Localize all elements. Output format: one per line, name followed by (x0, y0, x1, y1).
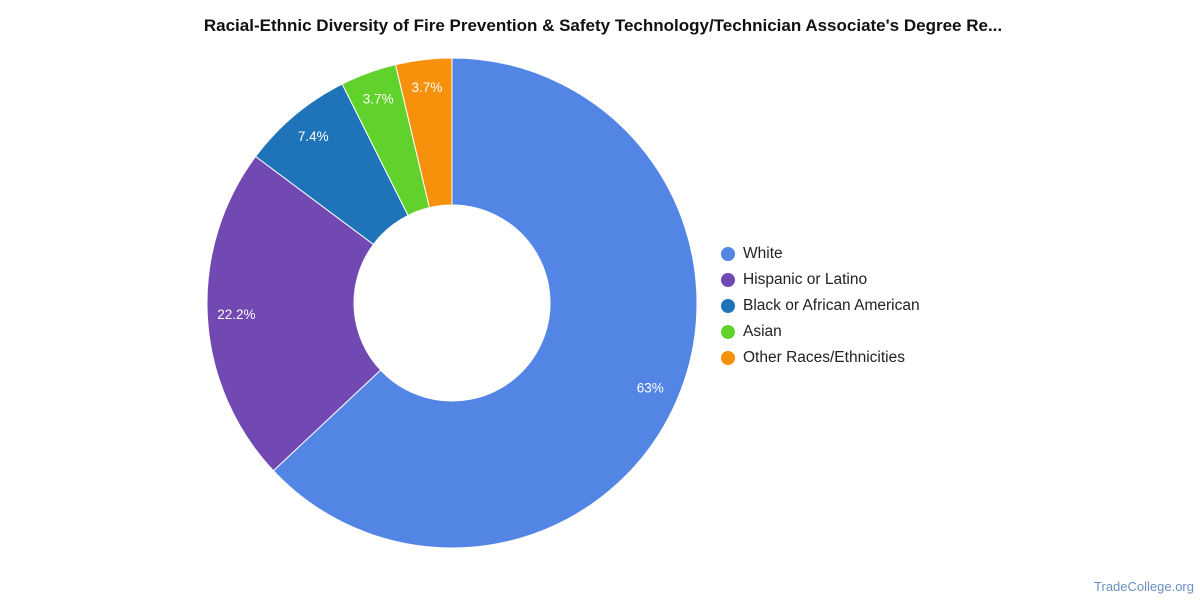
legend-swatch (721, 325, 735, 339)
legend-item[interactable]: Asian (721, 319, 920, 345)
legend: White Hispanic or Latino Black or African … (721, 241, 920, 371)
legend-item[interactable]: Other Races/Ethnicities (721, 345, 920, 371)
legend-swatch (721, 351, 735, 365)
slice-label: 22.2% (217, 307, 255, 322)
slice-hispanic-or-latino[interactable] (206, 155, 382, 472)
slice-label: 3.7% (412, 80, 443, 95)
slice-label: 3.7% (363, 92, 394, 107)
legend-label: Other Races/Ethnicities (743, 349, 905, 366)
watermark[interactable]: TradeCollege.org (1094, 579, 1194, 594)
slice-label: 63% (637, 380, 664, 395)
legend-label: Hispanic or Latino (743, 271, 868, 288)
legend-label: White (743, 245, 783, 262)
legend-swatch (721, 299, 735, 313)
legend-label: Asian (743, 323, 782, 340)
legend-label: Black or African American (743, 297, 920, 314)
legend-swatch (721, 273, 735, 287)
chart-title: Racial-Ethnic Diversity of Fire Preventi… (203, 16, 1003, 35)
slice-other-races-ethnicities[interactable] (394, 57, 453, 209)
legend-swatch (721, 247, 735, 261)
legend-item[interactable]: Hispanic or Latino (721, 267, 920, 293)
legend-item[interactable]: White (721, 241, 920, 267)
legend-item[interactable]: Black or African American (721, 293, 920, 319)
slice-label: 7.4% (298, 129, 329, 144)
slice-white[interactable] (272, 57, 698, 549)
